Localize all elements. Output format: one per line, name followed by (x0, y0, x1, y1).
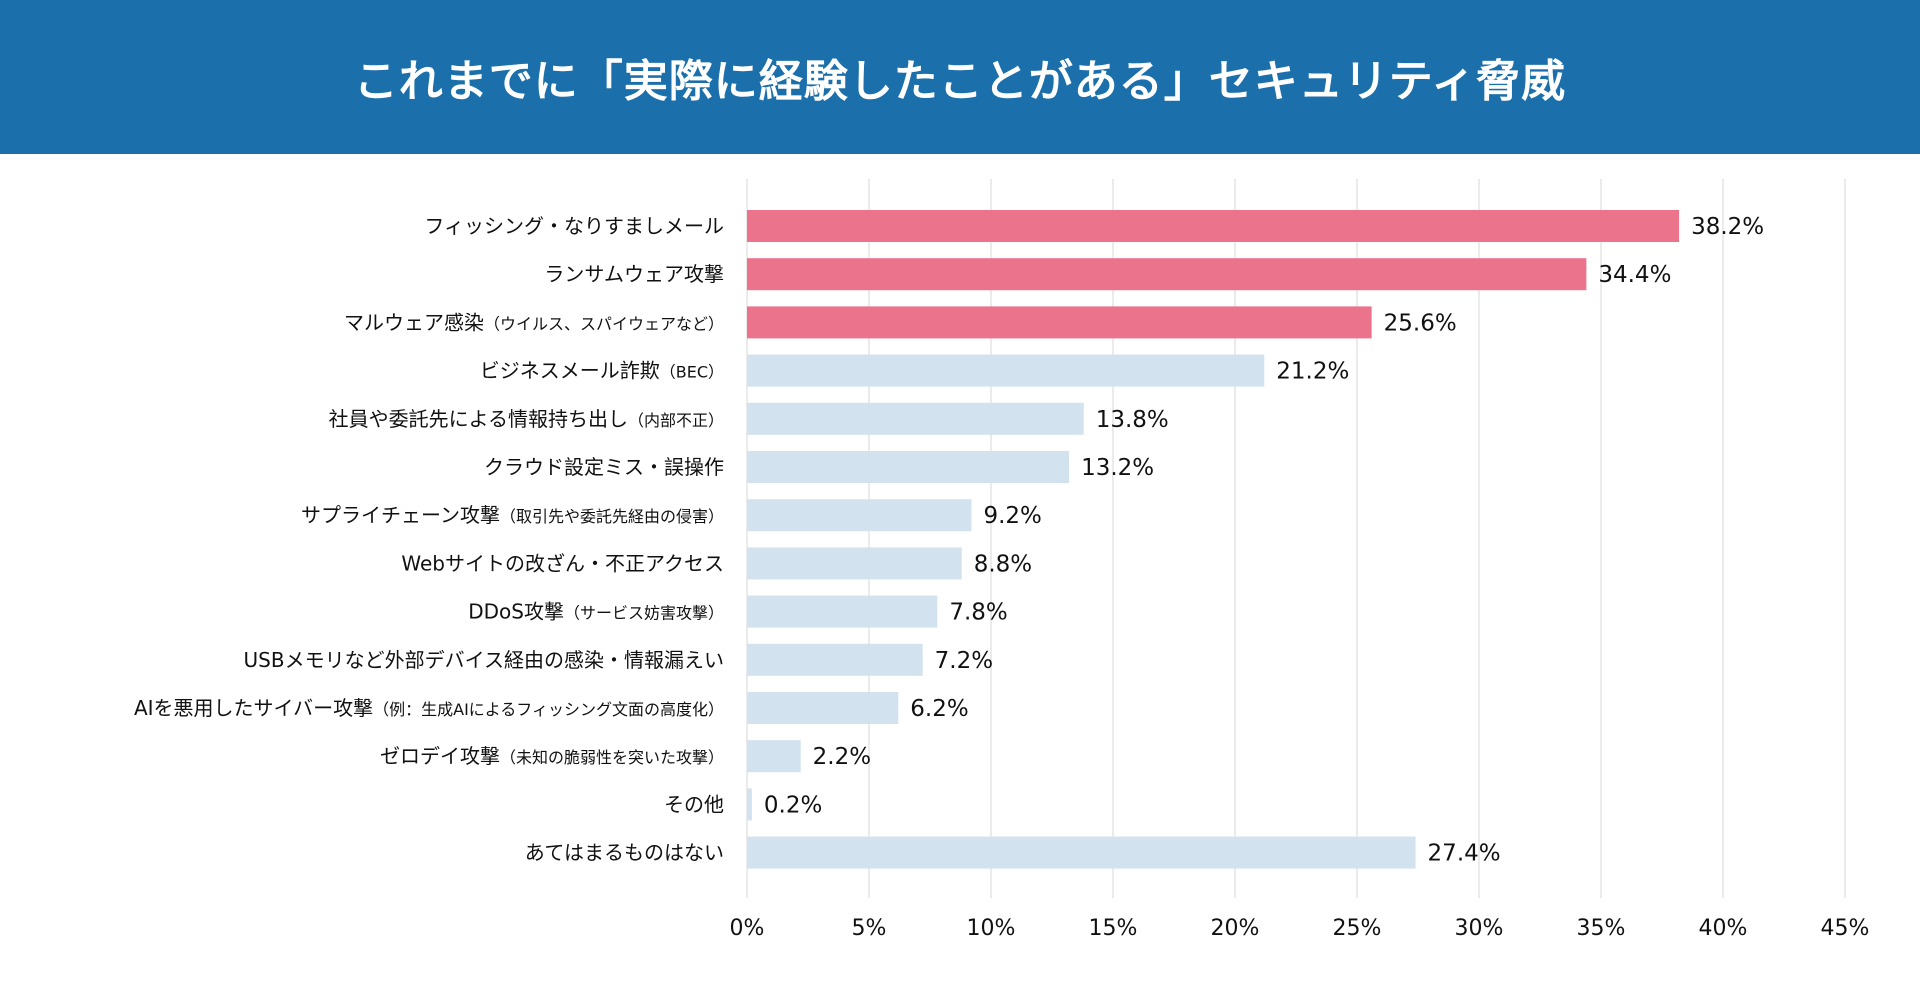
x-tick-label: 40% (1699, 916, 1748, 941)
bar (747, 210, 1680, 242)
category-main: マルウェア感染 (344, 310, 484, 334)
category-label: あてはまるものはない (525, 841, 724, 865)
bar (747, 836, 1416, 869)
x-tick-label: 0% (730, 916, 765, 941)
category-label: クラウド設定ミス・誤操作 (484, 455, 724, 479)
category-label: その他 (664, 792, 724, 816)
bar (747, 306, 1372, 339)
category-main: その他 (664, 792, 724, 816)
x-tick-label: 30% (1455, 916, 1504, 941)
bar (747, 402, 1084, 435)
category-main: Webサイトの改ざん・不正アクセス (401, 551, 724, 575)
category-label: USBメモリなど外部デバイス経由の感染・情報漏えい (244, 648, 724, 672)
category-label: ビジネスメール詐欺（BEC） (480, 359, 724, 383)
chart-header: これまでに「実際に経験したことがある」セキュリティ脅威 (0, 0, 1920, 154)
category-main: AIを悪用したサイバー攻撃 (134, 696, 373, 720)
value-label: 7.2% (935, 648, 993, 674)
category-label: サプライチェーン攻撃（取引先や委託先経由の侵害） (301, 503, 724, 527)
value-label: 21.2% (1276, 359, 1349, 385)
value-labels: 38.2% 34.4% 25.6% 21.2% 13.8% 13.2% 9.2% 8.8% 7.… (764, 214, 1764, 867)
category-main: クラウド設定ミス・誤操作 (484, 455, 724, 479)
category-note: （例：生成AIによるフィッシング文面の高度化） (373, 700, 724, 719)
category-label: マルウェア感染（ウイルス、スパイウェアなど） (344, 310, 724, 334)
category-label: AIを悪用したサイバー攻撃（例：生成AIによるフィッシング文面の高度化） (134, 696, 724, 720)
x-tick-label: 5% (852, 916, 887, 941)
x-tick-label: 20% (1211, 916, 1260, 941)
category-label: ランサムウェア攻撃 (544, 262, 724, 286)
category-note: （内部不正） (628, 411, 724, 430)
bar (747, 547, 962, 580)
chart-title: これまでに「実際に経験したことがある」セキュリティ脅威 (353, 56, 1567, 107)
bar (747, 692, 899, 724)
category-label: フィッシング・なりすましメール (424, 214, 724, 238)
bar (747, 354, 1265, 387)
category-main: フィッシング・なりすましメール (424, 214, 724, 238)
category-main: 社員や委託先による情報持ち出し (329, 407, 628, 431)
value-label: 8.8% (974, 551, 1032, 577)
category-note: （取引先や委託先経由の侵害） (500, 507, 724, 526)
category-main: DDoS攻撃 (468, 600, 564, 624)
category-label: ゼロデイ攻撃（未知の脆弱性を突いた攻撃） (380, 744, 724, 768)
bars (747, 210, 1680, 869)
bar (747, 740, 801, 773)
category-main: ビジネスメール詐欺 (480, 359, 660, 383)
category-note: （ウイルス、スパイウェアなど） (484, 314, 724, 333)
category-label: 社員や委託先による情報持ち出し（内部不正） (329, 407, 724, 431)
bar (747, 788, 752, 821)
value-label: 25.6% (1384, 310, 1457, 336)
value-label: 0.2% (764, 792, 822, 818)
category-note: （サービス妨害攻撃） (564, 604, 724, 623)
value-label: 6.2% (910, 696, 968, 722)
x-axis-ticks: 0% 5% 10% 15% 20% 25% 30% 35% 40% 45% (730, 916, 1870, 941)
bar (747, 595, 938, 628)
value-label: 7.8% (949, 600, 1007, 626)
bar (747, 643, 923, 676)
bar (747, 499, 972, 532)
category-main: ランサムウェア攻撃 (544, 262, 724, 286)
value-label: 2.2% (813, 744, 871, 770)
x-tick-label: 25% (1333, 916, 1382, 941)
category-label: DDoS攻撃（サービス妨害攻撃） (468, 600, 724, 624)
category-label: Webサイトの改ざん・不正アクセス (401, 551, 724, 575)
value-label: 13.2% (1081, 455, 1154, 481)
bar (747, 258, 1587, 291)
grid-lines (746, 179, 1846, 898)
category-main: ゼロデイ攻撃 (380, 744, 500, 768)
bar (747, 451, 1070, 483)
value-label: 27.4% (1428, 841, 1501, 867)
value-label: 9.2% (983, 503, 1041, 529)
value-label: 34.4% (1598, 262, 1671, 288)
category-main: サプライチェーン攻撃 (301, 503, 500, 527)
x-tick-label: 15% (1089, 916, 1138, 941)
x-tick-label: 45% (1821, 916, 1870, 941)
category-main: あてはまるものはない (525, 841, 724, 865)
category-labels: フィッシング・なりすましメールランサムウェア攻撃マルウェア感染（ウイルス、スパイ… (134, 214, 724, 865)
value-label: 13.8% (1096, 407, 1169, 433)
category-note: （BEC） (660, 363, 724, 382)
x-tick-label: 35% (1577, 916, 1626, 941)
category-note: （未知の脆弱性を突いた攻撃） (500, 748, 724, 767)
x-tick-label: 10% (967, 916, 1016, 941)
value-label: 38.2% (1691, 214, 1764, 240)
category-main: USBメモリなど外部デバイス経由の感染・情報漏えい (244, 648, 724, 672)
